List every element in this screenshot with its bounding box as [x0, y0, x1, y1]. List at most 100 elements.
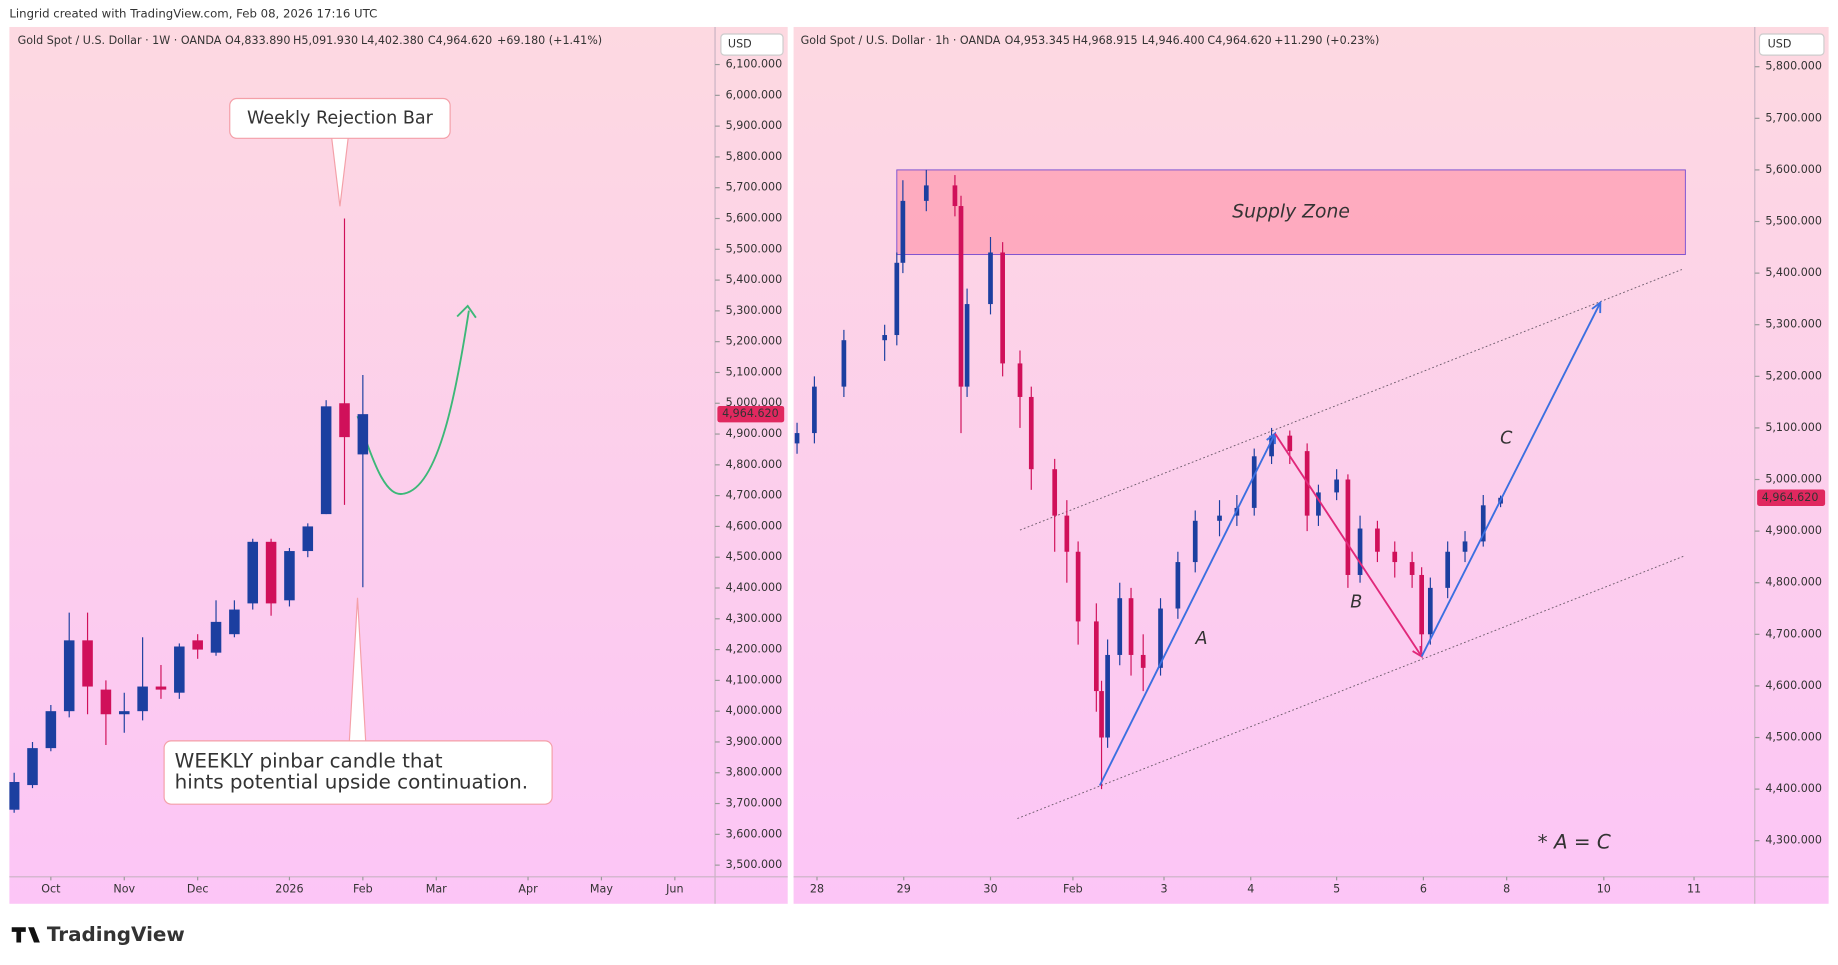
candle-body [45, 711, 57, 749]
x-tick-label: 28 [810, 883, 824, 896]
candle-body [1419, 574, 1424, 635]
candle-body [1269, 435, 1274, 457]
candle-body [1409, 562, 1415, 575]
currency-box[interactable] [720, 33, 784, 56]
currency-box[interactable] [1758, 33, 1825, 56]
candle-body [155, 686, 167, 690]
y-tick-label: 4,700.000 [1765, 627, 1822, 640]
price-badge-label: 4,964.620 [1762, 491, 1819, 504]
x-tick-label: 4 [1247, 883, 1254, 896]
callout-text: WEEKLY pinbar candle that [175, 749, 443, 772]
y-tick-label: 5,200.000 [1765, 369, 1822, 382]
x-tick-label: 10 [1597, 883, 1611, 896]
legend-close: C4,964.620 [1207, 34, 1271, 47]
channel-line [1017, 555, 1685, 819]
candle-body [1480, 505, 1486, 542]
candle-body [1375, 528, 1380, 552]
candle-body [1105, 654, 1110, 738]
x-tick-label: 8 [1503, 883, 1510, 896]
candle-body [192, 640, 203, 650]
candle-body [1117, 598, 1123, 655]
y-tick-label: 4,400.000 [726, 581, 783, 594]
legend-open: O4,953.345 [1005, 34, 1070, 47]
y-tick-label: 5,600.000 [1765, 163, 1822, 176]
candle-body [1357, 528, 1363, 575]
x-tick-label: Oct [41, 883, 61, 896]
y-tick-label: 5,600.000 [726, 212, 783, 225]
y-tick-label: 4,100.000 [726, 673, 783, 686]
candle-body [1064, 515, 1070, 552]
y-tick-label: 5,700.000 [726, 181, 783, 194]
candle-body [1462, 541, 1468, 552]
candle-body [174, 646, 185, 693]
candle-body [229, 609, 240, 635]
y-tick-label: 5,400.000 [1765, 266, 1822, 279]
wave-label: C [1500, 428, 1513, 448]
candle-body [1000, 252, 1005, 364]
candle-body [9, 781, 20, 810]
candle-body [841, 340, 847, 387]
y-tick-label: 4,700.000 [726, 489, 783, 502]
y-tick-label: 3,600.000 [726, 827, 783, 840]
candle-body [1093, 621, 1099, 692]
candle-body [923, 185, 929, 201]
candle-body [63, 640, 75, 712]
arrowhead [1266, 431, 1277, 445]
callout-box [229, 97, 451, 139]
x-tick-label: 11 [1687, 883, 1701, 896]
price-badge [1757, 489, 1826, 506]
candle-body [1052, 469, 1058, 516]
y-tick-label: 4,900.000 [726, 427, 783, 440]
currency[interactable]: USD [1768, 38, 1792, 51]
candle-body [1334, 479, 1339, 493]
candle-body [1345, 479, 1351, 575]
candle-body [1175, 562, 1181, 609]
y-tick-label: 4,800.000 [726, 458, 783, 471]
arrowhead [1591, 300, 1602, 314]
x-tick-label: Jun [665, 883, 683, 896]
wave-label: A [1194, 629, 1207, 649]
x-tick-label: 30 [983, 883, 997, 896]
wave-arrow [1420, 302, 1602, 657]
candle-body [1017, 363, 1023, 397]
y-tick-label: 5,200.000 [726, 335, 783, 348]
y-tick-label: 3,900.000 [726, 735, 783, 748]
x-tick-label: Feb [1063, 883, 1083, 896]
legend-high: H4,968.915 [1073, 34, 1138, 47]
wave-arrow [1274, 433, 1423, 658]
callout-pointer [348, 597, 367, 743]
legend-change: +69.180 (+1.41%) [497, 34, 602, 47]
candle-body [247, 541, 259, 604]
projection-curve [356, 310, 470, 495]
note: * A = C [1538, 830, 1611, 853]
candle-body [137, 686, 148, 712]
candle-body [1128, 598, 1134, 655]
currency[interactable]: USD [728, 38, 752, 51]
wave-arrow [1098, 433, 1276, 786]
y-tick-label: 4,400.000 [1765, 782, 1822, 795]
plot-area: Supply Zone [794, 169, 1686, 819]
supply-zone [896, 169, 1686, 256]
price-badge [717, 405, 785, 423]
y-tick-label: 5,500.000 [1765, 215, 1822, 228]
y-tick-label: 5,300.000 [726, 304, 783, 317]
candle-body [27, 748, 38, 786]
footer-brand: TradingView [47, 923, 185, 946]
x-tick-label: Mar [426, 883, 447, 896]
candle-body [900, 200, 906, 263]
zone-label: Supply Zone [1232, 202, 1350, 223]
x-tick-label: Nov [113, 883, 135, 896]
y-tick-label: 3,700.000 [726, 797, 783, 810]
candle-body [210, 621, 222, 653]
legend-close: C4,964.620 [428, 34, 492, 47]
plot-area [9, 218, 369, 813]
candle-body [1251, 456, 1257, 508]
candle-body [100, 689, 112, 715]
y-tick-label: 5,400.000 [726, 273, 783, 286]
candle-body [812, 386, 817, 434]
y-tick-label: 4,900.000 [1765, 524, 1822, 537]
y-tick-label: 4,500.000 [1765, 731, 1822, 744]
x-tick-label: 2026 [275, 883, 303, 896]
x-tick-label: Feb [353, 883, 373, 896]
